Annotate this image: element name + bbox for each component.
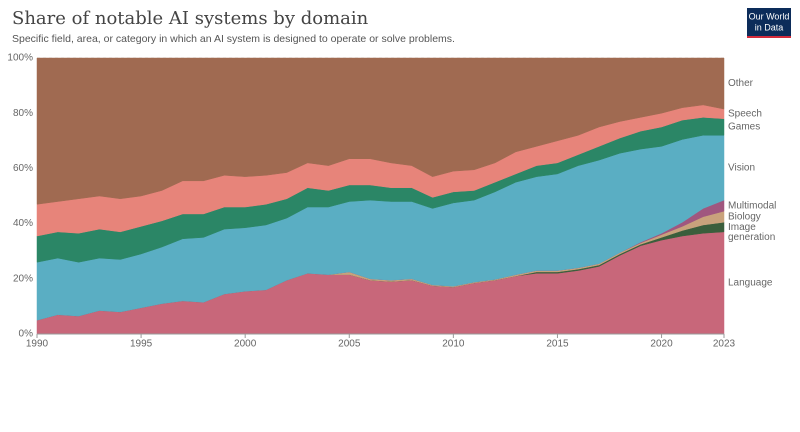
x-tick-label: 1995 [130, 339, 153, 350]
x-tick-label: 2000 [234, 339, 257, 350]
y-tick-label: 100% [7, 53, 33, 64]
x-tick-label: 2015 [546, 339, 569, 350]
y-tick-label: 80% [13, 108, 33, 119]
logo-box[interactable] [747, 8, 791, 38]
chart-title: Share of notable AI systems by domain [12, 8, 369, 29]
logo-text: in Data [755, 22, 784, 32]
legend-label: Games [728, 122, 760, 133]
x-tick-label: 2010 [442, 339, 465, 350]
area [36, 57, 725, 205]
y-tick-label: 20% [13, 273, 33, 284]
logo-bar [747, 36, 791, 38]
x-tick-label: 1990 [26, 339, 49, 350]
legend-label: Biology [728, 211, 761, 222]
legend-label: Language [728, 278, 773, 289]
y-tick-label: 60% [13, 163, 33, 174]
x-tick-label: 2005 [338, 339, 361, 350]
legend-label: Image generation [728, 222, 775, 243]
y-tick-label: 0% [19, 329, 34, 340]
x-tick-label: 2020 [650, 339, 673, 350]
legend-label: Multimodal [728, 200, 776, 211]
legend-label: Vision [728, 162, 755, 173]
chart-subtitle: Specific field, area, or category in whi… [12, 33, 455, 45]
logo-text: Our World [749, 11, 790, 21]
legend-label: Other [728, 78, 754, 89]
x-tick-label: 2023 [713, 339, 736, 350]
y-tick-label: 40% [13, 218, 33, 229]
legend-label: Speech [728, 109, 762, 120]
